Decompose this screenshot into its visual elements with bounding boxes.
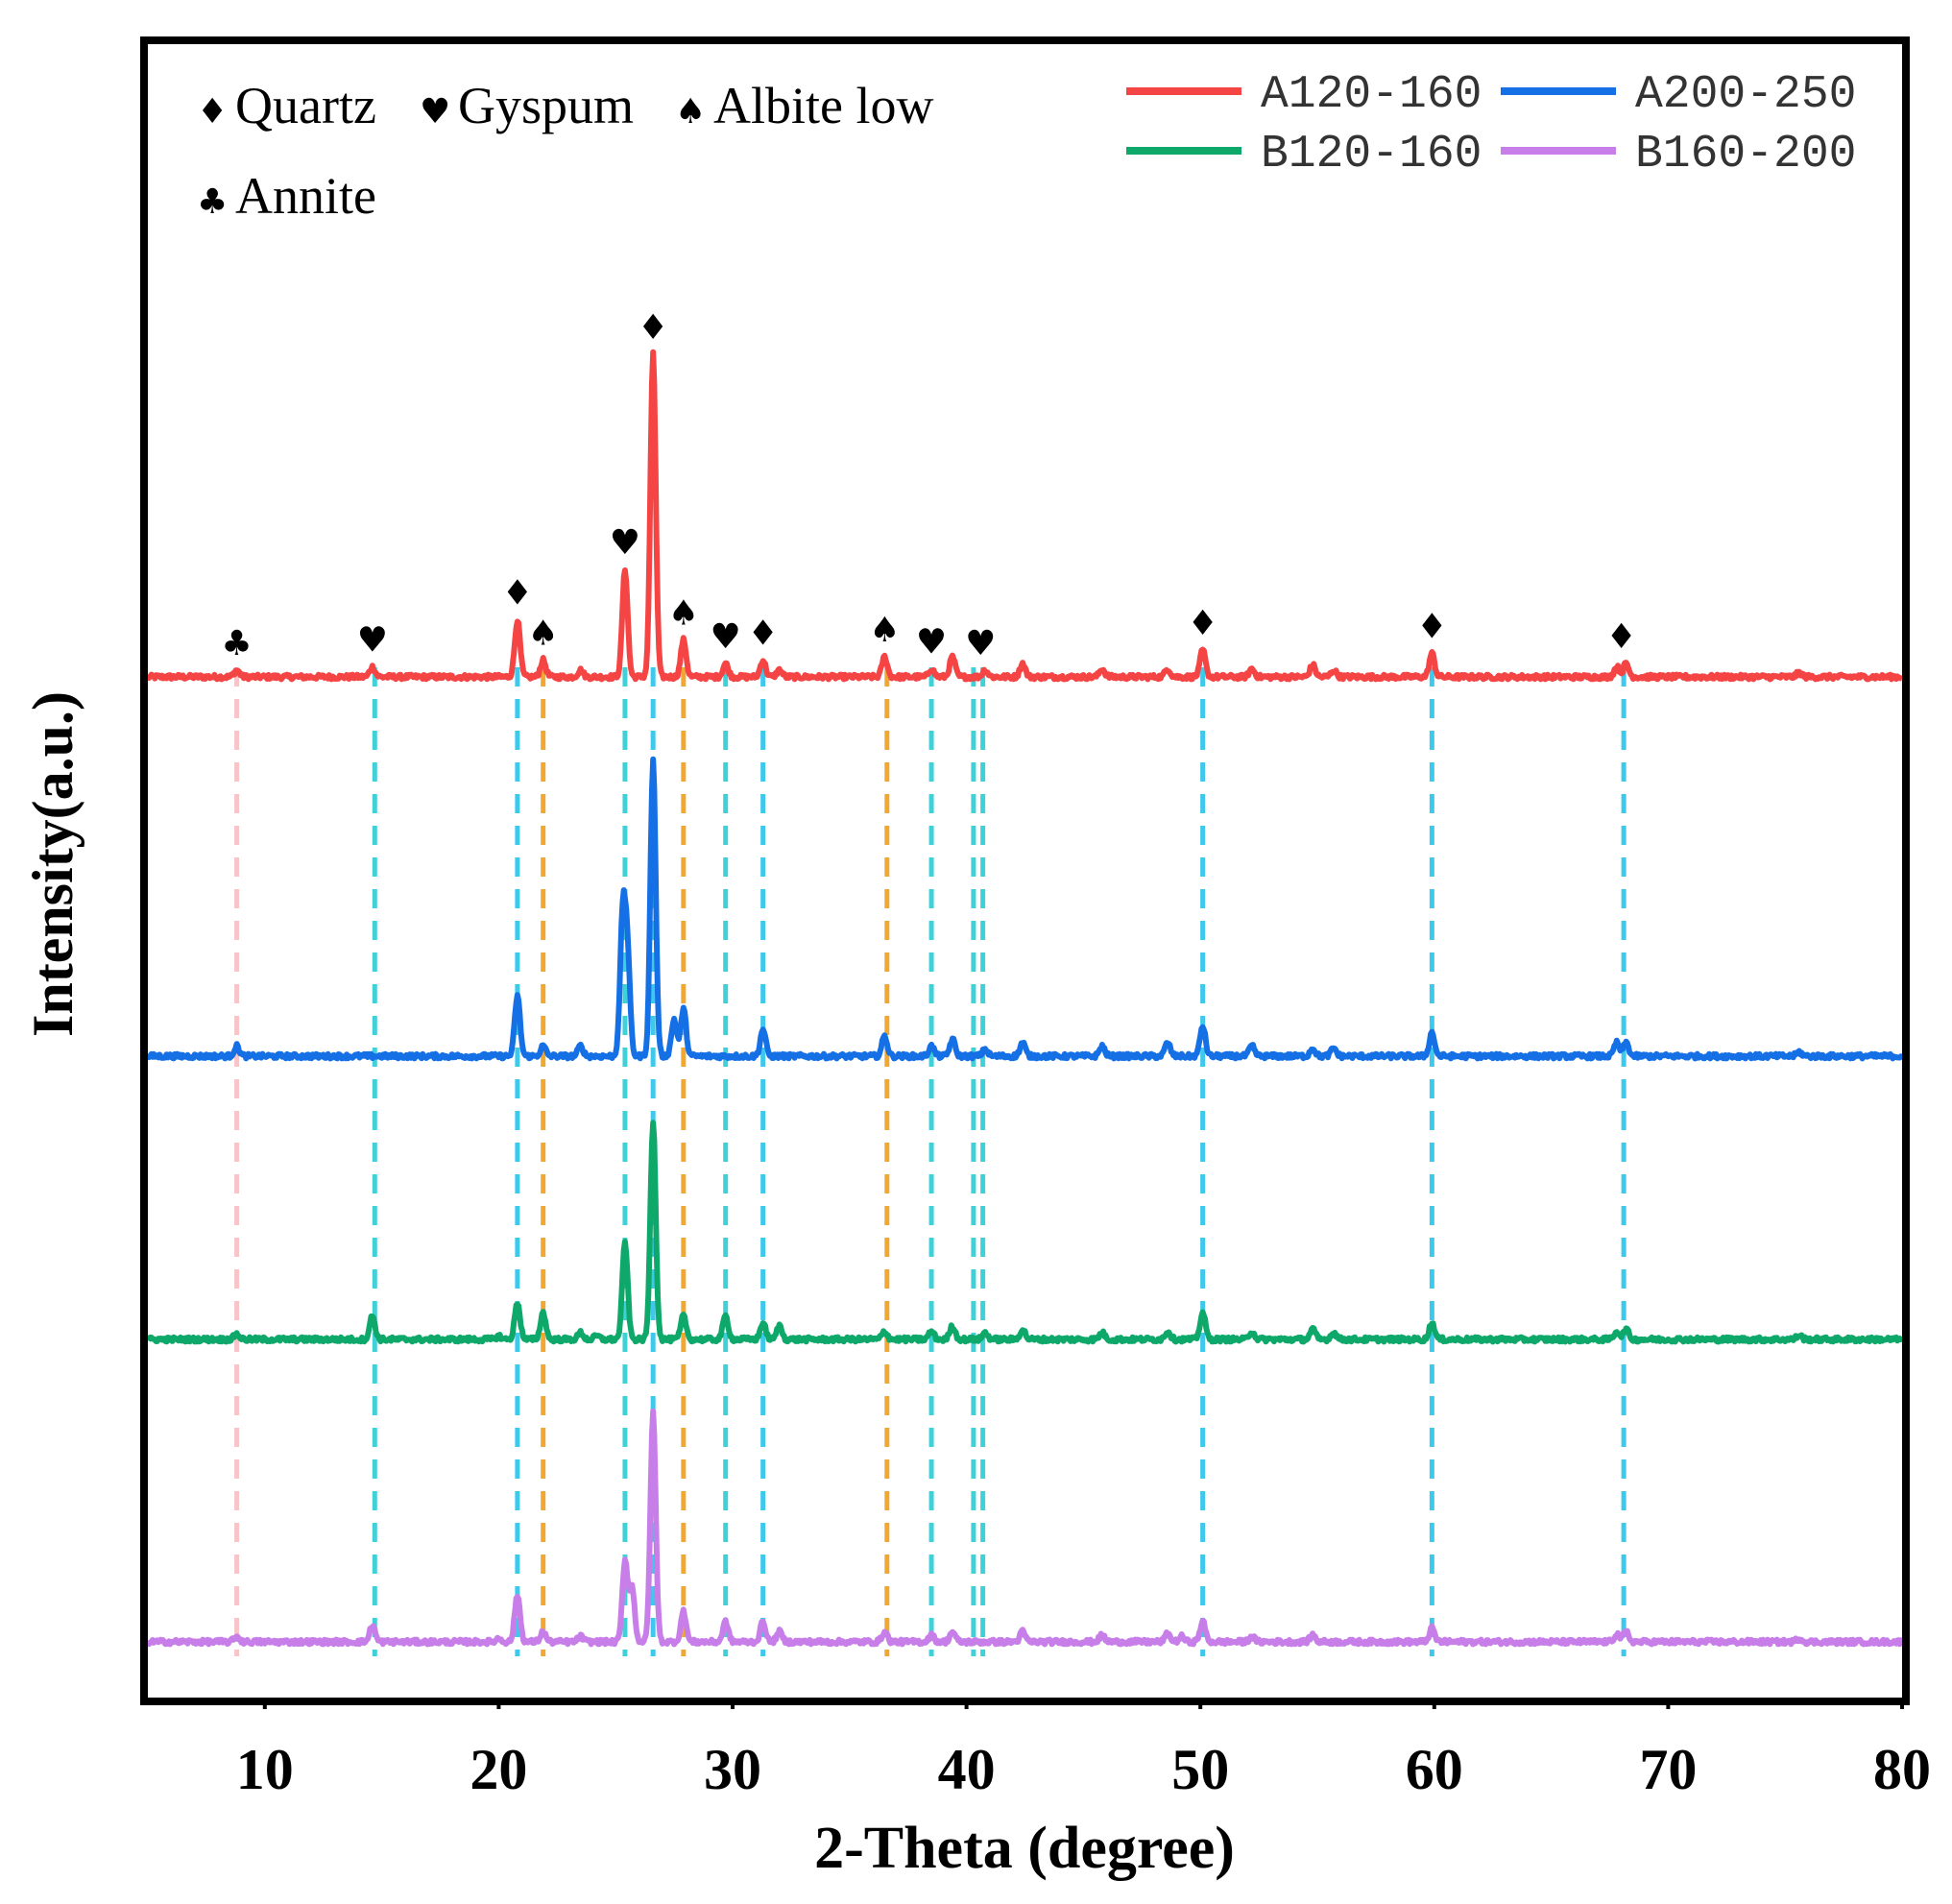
x-tick-label: 30 (704, 1738, 761, 1801)
peak-marker: ♦ (748, 615, 779, 654)
peak-marker: ♦ (1606, 617, 1637, 657)
peak-marker: ♠ (528, 615, 559, 654)
peak-marker: ♠ (869, 611, 900, 650)
peak-marker: ♦ (502, 574, 533, 614)
phase-legend-symbol: ♦ (197, 92, 228, 132)
phase-legend-label: Annite (235, 167, 376, 225)
x-tick-label: 10 (236, 1738, 294, 1801)
phase-legend-symbol: ♠ (675, 92, 706, 132)
x-tick-label: 20 (470, 1738, 527, 1801)
peak-marker: ♦ (1416, 608, 1447, 647)
peak-marker: ♦ (638, 308, 668, 348)
phase-legend-symbol: ♥ (420, 92, 450, 132)
series-line-B120-160 (145, 1120, 1905, 1345)
x-tick-label: 50 (1171, 1738, 1229, 1801)
x-tick-label: 80 (1873, 1738, 1931, 1801)
x-tick-label: 40 (938, 1738, 996, 1801)
series-legend-label: A120-160 (1261, 69, 1482, 121)
series-line-A200-250 (145, 756, 1904, 1062)
y-axis-title: Intensity(a.u.) (21, 691, 84, 1037)
phase-legend: ♦ Quartz ♥ Gyspum ♠ Albite low ♣ Annite (197, 77, 933, 225)
peak-marker: ♣ (221, 624, 252, 663)
x-tick-label: 70 (1639, 1738, 1697, 1801)
peak-markers: ♣ ♥♦♠♥♦♠♥ ♦ ♠ ♥ ♥♦ ♦ ♦ (221, 308, 1636, 663)
series-legend: A120-160 A200-250 B120-160 B160-200 (1126, 69, 1856, 181)
phase-legend-symbol: ♣ (197, 182, 228, 222)
phase-legend-label: Albite low (713, 77, 933, 134)
peak-marker: ♦ (1187, 604, 1217, 643)
x-tick-label: 60 (1406, 1738, 1463, 1801)
series-legend-label: A200-250 (1635, 69, 1856, 121)
peak-marker: ♠ (668, 594, 699, 634)
peak-marker: ♥ (916, 623, 947, 663)
peak-marker: ♥ (357, 621, 388, 661)
series-lines (145, 349, 1905, 1648)
phase-legend-label: Gyspum (458, 77, 634, 134)
peak-marker: ♥ (965, 624, 996, 663)
series-line-A120-160 (145, 349, 1904, 683)
peak-marker: ♥ (610, 523, 640, 563)
phase-legend-label: Quartz (235, 77, 376, 134)
series-legend-label: B120-160 (1261, 129, 1482, 181)
peak-marker: ♥ (711, 617, 741, 657)
x-axis-title: 2-Theta (degree) (814, 1816, 1235, 1881)
series-line-B160-200 (145, 1408, 1905, 1648)
plot-frame (140, 36, 1910, 1705)
x-axis-ticks: 10 20 30 40 50 60 70 80 (236, 1698, 1931, 1801)
series-legend-label: B160-200 (1635, 129, 1856, 181)
